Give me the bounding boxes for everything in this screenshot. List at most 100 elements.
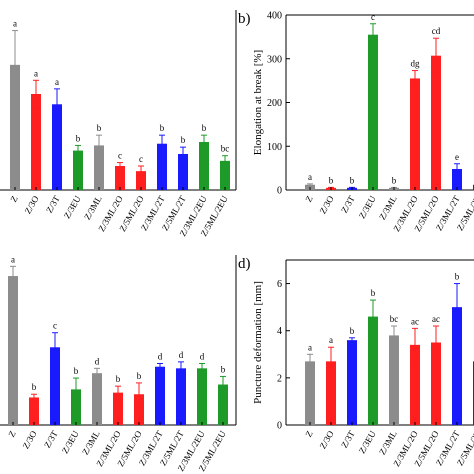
x-tick-label: Z/3T <box>42 429 60 450</box>
significance-letter: b <box>329 175 334 185</box>
y-tick-label: 300 <box>267 54 282 65</box>
x-tick-label: Z/3ML <box>377 429 399 457</box>
significance-letter: b <box>350 326 355 336</box>
bar <box>452 307 462 425</box>
significance-letter: a <box>55 77 59 87</box>
bar <box>157 143 167 190</box>
bar <box>136 171 146 190</box>
bar <box>115 166 125 190</box>
bar <box>50 347 60 425</box>
significance-letter: a <box>11 254 15 264</box>
y-tick-label: 6 <box>277 279 282 290</box>
bar <box>113 392 123 425</box>
bar <box>10 64 20 190</box>
x-tick-label: Z/3T <box>44 194 62 215</box>
x-tick-label: Z/3EU <box>60 429 81 456</box>
panel-label: b) <box>238 11 251 27</box>
panel-b: 0 100 200 300 400 Elongation at break [%] b) a Z… <box>238 11 474 233</box>
significance-letter: c <box>53 321 57 331</box>
significance-letter: ac <box>432 314 440 324</box>
significance-letter: a <box>13 19 17 29</box>
y-axis-title: Elongation at break [%] <box>252 50 264 155</box>
significance-letter: d <box>200 351 205 361</box>
bar <box>452 169 462 190</box>
panel-d: 0 2 4 6 Puncture deformation [mm]d) a Za Z/3O b Z… <box>238 256 474 468</box>
x-tick-label: Z/3O <box>318 429 336 451</box>
significance-letter: b <box>76 133 81 143</box>
bar <box>368 34 378 190</box>
x-tick-label: Z/3O <box>318 194 336 216</box>
x-tick-label: Z <box>303 194 314 204</box>
panel-c: aZbZ/3OcZ/3TbZ/3EUdZ/3MLbZ/3ML/2ObZ/5ML/… <box>0 254 237 473</box>
bar <box>155 366 165 425</box>
significance-letter: b <box>455 272 460 282</box>
significance-letter: cd <box>432 26 441 36</box>
x-tick-label: Z <box>8 194 19 204</box>
significance-letter: ac <box>411 316 419 326</box>
significance-letter: b <box>97 123 102 133</box>
bar <box>178 154 188 190</box>
y-axis-title: Puncture deformation [mm] <box>252 281 264 404</box>
significance-letter: c <box>118 151 122 161</box>
bar <box>52 104 62 190</box>
significance-letter: b <box>116 374 121 384</box>
significance-letter: b <box>74 366 79 376</box>
significance-letter: b <box>392 175 397 185</box>
significance-letter: b <box>350 175 355 185</box>
bar <box>368 316 378 425</box>
bar <box>326 361 336 425</box>
bar <box>197 368 207 425</box>
y-tick-label: 2 <box>277 373 282 384</box>
significance-letter: e <box>455 152 459 162</box>
bar <box>71 389 81 425</box>
bar <box>92 373 102 425</box>
y-tick-label: 400 <box>267 11 282 22</box>
bar <box>73 150 83 190</box>
significance-letter: a <box>329 335 333 345</box>
bar <box>176 368 186 425</box>
x-tick-label: Z/3O <box>23 194 41 216</box>
significance-letter: b <box>371 288 376 298</box>
x-tick-label: Z/3EU <box>357 429 378 456</box>
significance-letter: a <box>308 342 312 352</box>
bar <box>29 397 39 425</box>
panel-label: d) <box>238 256 251 272</box>
significance-letter: b <box>221 364 226 374</box>
bar <box>199 142 209 190</box>
y-tick-label: 4 <box>277 326 282 337</box>
bar <box>134 394 144 425</box>
x-tick-label: Z/3T <box>339 194 357 215</box>
bar <box>31 94 41 190</box>
significance-letter: b <box>202 123 207 133</box>
bar <box>8 276 18 425</box>
x-tick-label: Z <box>6 429 17 439</box>
bar <box>431 55 441 190</box>
bar <box>410 78 420 190</box>
significance-letter: dg <box>411 59 421 69</box>
x-tick-label: Z/3EU <box>62 194 83 221</box>
y-tick-label: 100 <box>267 142 282 153</box>
bar <box>431 342 441 425</box>
bar <box>305 361 315 425</box>
bar <box>389 335 399 425</box>
x-tick-label: Z <box>303 429 314 439</box>
significance-letter: a <box>34 68 38 78</box>
x-tick-label: Z/3EU <box>357 194 378 221</box>
significance-letter: b <box>137 371 142 381</box>
panel-a: aZaZ/3OaZ/3TbZ/3EUbZ/3MLcZ/3ML/2OcZ/5ML/… <box>0 10 237 238</box>
x-tick-label: Z/3ML <box>82 194 104 222</box>
x-tick-label: Z/3O <box>21 429 39 451</box>
significance-letter: a <box>308 172 312 182</box>
bar <box>218 384 228 425</box>
x-tick-label: Z/3ML <box>80 429 102 457</box>
significance-letter: b <box>181 135 186 145</box>
x-tick-label: Z/3T <box>339 429 357 450</box>
significance-letter: bc <box>390 314 399 324</box>
bar <box>347 340 357 425</box>
significance-letter: c <box>139 154 143 164</box>
significance-letter: c <box>371 12 375 22</box>
y-tick-label: 200 <box>267 98 282 109</box>
bar <box>220 160 230 190</box>
significance-letter: b <box>160 123 165 133</box>
